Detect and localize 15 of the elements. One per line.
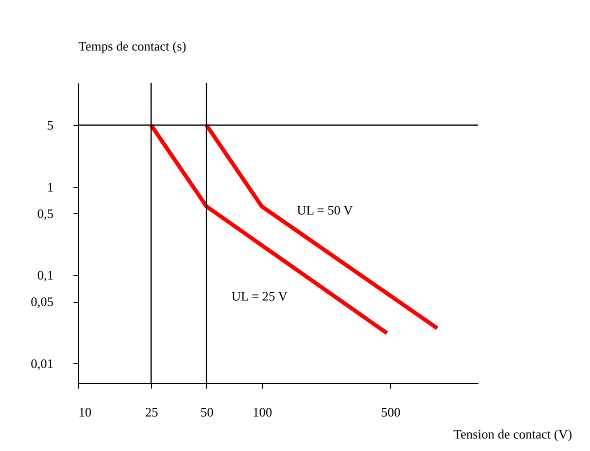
y-tick-label: 0,05 xyxy=(30,294,54,310)
series-label: UL = 50 V xyxy=(296,202,354,218)
x-tick-label: 25 xyxy=(145,404,158,420)
y-tick-label: 0,5 xyxy=(37,206,54,221)
y-tick-label: 5 xyxy=(47,118,54,133)
y-tick-label: 0,01 xyxy=(30,356,54,371)
y-tick-label: 0,1 xyxy=(37,268,54,283)
series-label: UL = 25 V xyxy=(231,288,288,304)
x-tick-label: 100 xyxy=(252,404,272,420)
x-tick-label: 500 xyxy=(381,404,401,420)
y-tick-label: 1 xyxy=(47,179,54,194)
y-axis-title: Temps de contact (s) xyxy=(78,38,186,54)
x-tick-label: 10 xyxy=(78,404,92,420)
x-tick-label: 50 xyxy=(200,404,214,420)
x-axis-title: Tension de contact (V) xyxy=(454,426,572,442)
